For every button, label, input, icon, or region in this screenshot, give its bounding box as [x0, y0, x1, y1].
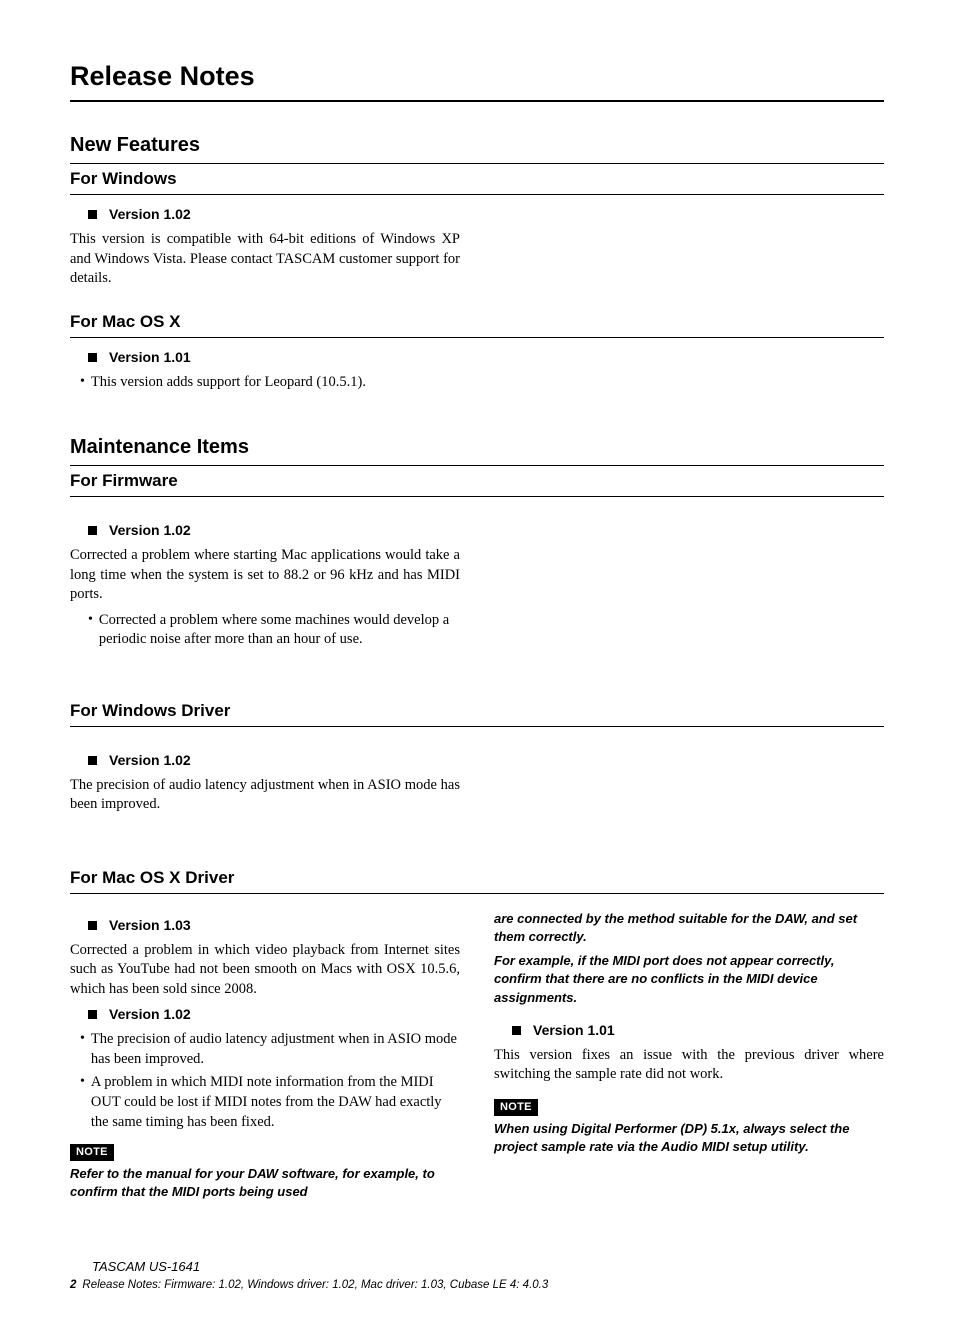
subsection-for-firmware: For Firmware — [70, 470, 884, 497]
version-label: Version 1.02 — [109, 521, 191, 540]
version-row: Version 1.02 — [88, 1005, 460, 1024]
version-row: Version 1.02 — [88, 521, 884, 540]
version-label: Version 1.02 — [109, 205, 191, 224]
bullet-text: A problem in which MIDI note information… — [91, 1073, 460, 1132]
page-number: 2 — [70, 1279, 76, 1291]
version-label: Version 1.02 — [109, 751, 191, 770]
note-text: When using Digital Performer (DP) 5.1x, … — [494, 1120, 884, 1156]
footer-line: 2 Release Notes: Firmware: 1.02, Windows … — [70, 1277, 884, 1294]
page-footer: TASCAM US-1641 2 Release Notes: Firmware:… — [70, 1257, 884, 1294]
subsection-for-windows-driver: For Windows Driver — [70, 700, 884, 727]
bullet-text: This version adds support for Leopard (1… — [91, 373, 366, 393]
version-label: Version 1.03 — [109, 916, 191, 935]
bullet-text: The precision of audio latency adjustmen… — [91, 1030, 460, 1069]
footer-text: Release Notes: Firmware: 1.02, Windows d… — [82, 1279, 548, 1291]
body-text: Corrected a problem where starting Mac a… — [70, 546, 460, 605]
version-row: Version 1.02 — [88, 751, 884, 770]
two-column-layout: Version 1.03 Corrected a problem in whic… — [70, 910, 884, 1202]
section-maintenance-items: Maintenance Items — [70, 434, 884, 466]
note-badge: NOTE — [70, 1144, 114, 1161]
note-badge: NOTE — [494, 1099, 538, 1116]
page-title: Release Notes — [70, 58, 884, 102]
bullet-item: • A problem in which MIDI note informati… — [80, 1073, 460, 1132]
square-bullet-icon — [88, 353, 97, 362]
section-new-features: New Features — [70, 132, 884, 164]
version-label: Version 1.01 — [109, 348, 191, 367]
bullet-text: Corrected a problem where some machines … — [99, 611, 488, 650]
note-text-continuation: are connected by the method suitable for… — [494, 910, 884, 946]
subsection-for-windows: For Windows — [70, 168, 884, 195]
version-label: Version 1.01 — [533, 1021, 615, 1040]
bullet-dot-icon: • — [88, 611, 93, 650]
version-label: Version 1.02 — [109, 1005, 191, 1024]
right-column: are connected by the method suitable for… — [494, 910, 884, 1202]
body-text: This version is compatible with 64-bit e… — [70, 230, 460, 289]
body-text: Corrected a problem in which video playb… — [70, 941, 460, 1000]
body-text: This version fixes an issue with the pre… — [494, 1046, 884, 1085]
version-row: Version 1.01 — [512, 1021, 884, 1040]
square-bullet-icon — [512, 1026, 521, 1035]
body-text: The precision of audio latency adjustmen… — [70, 776, 460, 815]
square-bullet-icon — [88, 526, 97, 535]
subsection-for-macosx: For Mac OS X — [70, 311, 884, 338]
subsection-for-macosx-driver: For Mac OS X Driver — [70, 867, 884, 894]
bullet-item: • The precision of audio latency adjustm… — [80, 1030, 460, 1069]
footer-product: TASCAM US-1641 — [70, 1257, 884, 1277]
bullet-item: • This version adds support for Leopard … — [80, 373, 480, 393]
bullet-dot-icon: • — [80, 1073, 85, 1132]
version-row: Version 1.03 — [88, 916, 460, 935]
version-row: Version 1.01 — [88, 348, 884, 367]
version-row: Version 1.02 — [88, 205, 884, 224]
note-text: Refer to the manual for your DAW softwar… — [70, 1165, 460, 1201]
square-bullet-icon — [88, 756, 97, 765]
left-column: Version 1.03 Corrected a problem in whic… — [70, 910, 460, 1202]
bullet-item: • Corrected a problem where some machine… — [88, 611, 488, 650]
note-text-continuation: For example, if the MIDI port does not a… — [494, 952, 884, 1007]
square-bullet-icon — [88, 210, 97, 219]
bullet-dot-icon: • — [80, 1030, 85, 1069]
bullet-dot-icon: • — [80, 373, 85, 393]
square-bullet-icon — [88, 921, 97, 930]
square-bullet-icon — [88, 1010, 97, 1019]
